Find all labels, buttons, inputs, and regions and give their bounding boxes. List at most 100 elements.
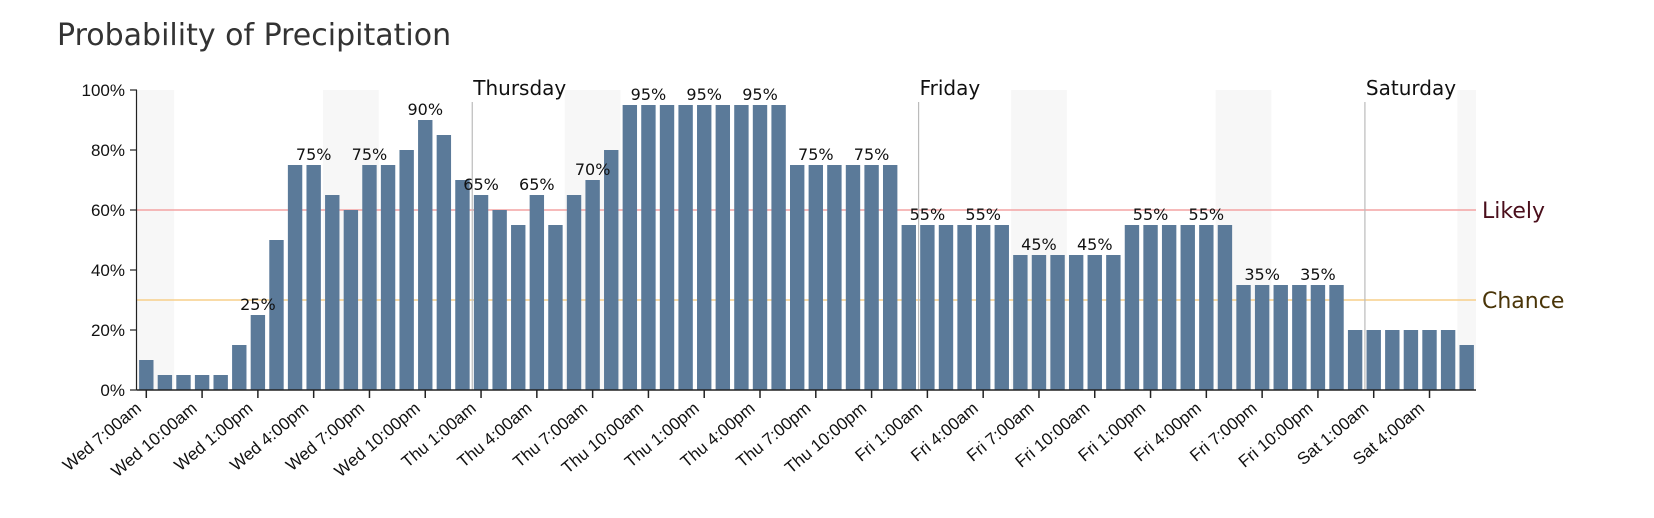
bar <box>157 375 173 390</box>
bar <box>1013 255 1028 390</box>
bar <box>734 105 749 390</box>
bar <box>250 315 266 390</box>
bar-data-label: 95% <box>686 85 722 104</box>
bar <box>1199 225 1214 390</box>
bar <box>957 225 972 390</box>
bar <box>529 195 545 390</box>
bar <box>418 120 433 390</box>
bar <box>232 345 247 390</box>
bar <box>1087 255 1102 390</box>
bar <box>1106 255 1121 390</box>
bar-data-label: 95% <box>631 85 667 104</box>
bar-data-label: 55% <box>910 205 946 224</box>
bar <box>790 165 805 390</box>
bar <box>548 225 563 390</box>
labels-layer: Likely Chance Thursday Friday Saturday 25% 75%… <box>240 76 1564 314</box>
bar-data-label: 65% <box>519 175 555 194</box>
bar-data-label: 90% <box>407 100 443 119</box>
bar <box>715 105 731 390</box>
bar-data-label: 75% <box>798 145 834 164</box>
bar <box>1254 285 1270 390</box>
reference-lines-layer <box>137 102 1476 390</box>
night-shading-band <box>137 90 175 390</box>
bar <box>343 210 359 390</box>
y-tick-label: 60% <box>91 201 125 220</box>
bar <box>306 165 321 390</box>
bar <box>1180 225 1195 390</box>
bar <box>176 375 191 390</box>
bar <box>473 195 489 390</box>
day-label: Friday <box>920 76 981 100</box>
bar <box>659 105 675 390</box>
bar-data-label: 75% <box>854 145 890 164</box>
bar <box>1236 285 1251 390</box>
bar <box>864 165 879 390</box>
bar <box>1347 330 1363 390</box>
bar <box>139 360 154 390</box>
y-tick-label: 0% <box>100 381 125 400</box>
bar-data-label: 55% <box>965 205 1001 224</box>
bar <box>641 105 656 390</box>
bar <box>1273 285 1288 390</box>
bar <box>436 135 452 390</box>
reference-label-chance: Chance <box>1482 289 1564 314</box>
bar-data-label: 95% <box>742 85 778 104</box>
bar-data-label: 45% <box>1077 235 1113 254</box>
bar <box>808 165 823 390</box>
bar <box>975 225 991 390</box>
bar-data-label: 55% <box>1189 205 1225 224</box>
bar <box>511 225 526 390</box>
bar <box>920 225 935 390</box>
bar <box>1143 225 1158 390</box>
reference-label-likely: Likely <box>1482 199 1545 224</box>
bar <box>604 150 619 390</box>
bar <box>1292 285 1307 390</box>
bar <box>901 225 916 390</box>
bar <box>1217 225 1233 390</box>
bar <box>882 165 898 390</box>
bar <box>325 195 340 390</box>
bar <box>752 105 768 390</box>
y-tick-label: 40% <box>91 261 125 280</box>
bar <box>622 105 638 390</box>
night-shading-band <box>1457 90 1476 390</box>
bar <box>1385 330 1400 390</box>
bar <box>1124 225 1140 390</box>
y-tick-label: 100% <box>82 81 125 100</box>
bar <box>1366 330 1381 390</box>
bar <box>1031 255 1047 390</box>
chart-title: Probability of Precipitation <box>57 18 452 53</box>
bar <box>585 180 600 390</box>
bar <box>194 375 210 390</box>
bar <box>1310 285 1326 390</box>
bar <box>771 105 786 390</box>
bar-data-label: 45% <box>1021 235 1057 254</box>
bar-data-label: 25% <box>240 295 276 314</box>
bar <box>269 240 284 390</box>
bar-data-label: 35% <box>1244 265 1280 284</box>
bar <box>287 165 303 390</box>
bar <box>697 105 712 390</box>
bar-data-label: 35% <box>1300 265 1336 284</box>
bar <box>566 195 582 390</box>
bar <box>1329 285 1344 390</box>
bar <box>1050 255 1065 390</box>
bar <box>455 180 470 390</box>
bar-data-label: 70% <box>575 160 611 179</box>
bar <box>827 165 842 390</box>
bar <box>492 210 507 390</box>
bar <box>380 165 396 390</box>
bar <box>1422 330 1437 390</box>
day-label: Thursday <box>472 76 566 100</box>
bars-layer <box>139 105 1474 390</box>
bar-data-label: 65% <box>463 175 499 194</box>
bar-data-label: 75% <box>296 145 332 164</box>
bar <box>678 105 693 390</box>
bar <box>213 375 228 390</box>
bar <box>994 225 1009 390</box>
bar <box>845 165 861 390</box>
bar <box>1459 345 1474 390</box>
bar-data-label: 75% <box>352 145 388 164</box>
day-label: Saturday <box>1366 76 1456 100</box>
